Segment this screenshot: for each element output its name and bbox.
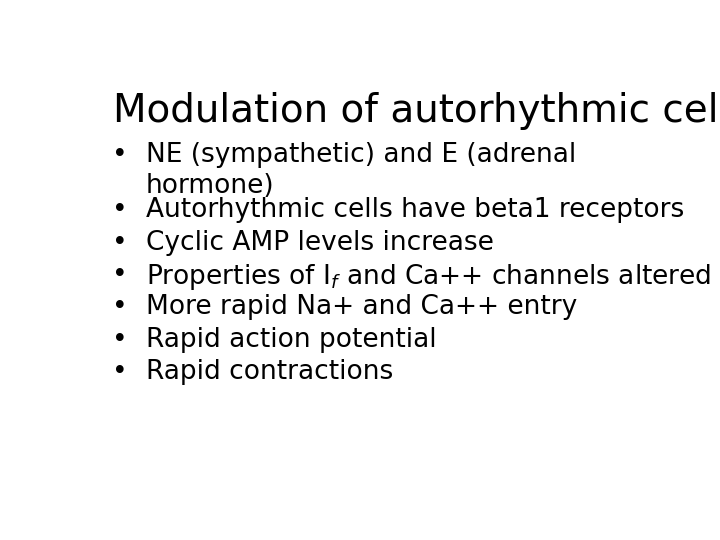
Text: •: •: [112, 262, 127, 288]
Text: •: •: [112, 327, 127, 353]
Text: NE (sympathetic) and E (adrenal
hormone): NE (sympathetic) and E (adrenal hormone): [145, 142, 576, 199]
Text: •: •: [112, 359, 127, 385]
Text: More rapid Na+ and Ca++ entry: More rapid Na+ and Ca++ entry: [145, 294, 577, 320]
Text: •: •: [112, 142, 127, 168]
Text: •: •: [112, 197, 127, 223]
Text: Properties of I$_f$ and Ca++ channels altered: Properties of I$_f$ and Ca++ channels al…: [145, 262, 711, 292]
Text: •: •: [112, 230, 127, 255]
Text: Modulation of autorhythmic cells: Modulation of autorhythmic cells: [113, 92, 720, 130]
Text: Rapid contractions: Rapid contractions: [145, 359, 393, 385]
Text: Cyclic AMP levels increase: Cyclic AMP levels increase: [145, 230, 494, 255]
Text: Rapid action potential: Rapid action potential: [145, 327, 436, 353]
Text: Autorhythmic cells have beta1 receptors: Autorhythmic cells have beta1 receptors: [145, 197, 684, 223]
Text: •: •: [112, 294, 127, 320]
